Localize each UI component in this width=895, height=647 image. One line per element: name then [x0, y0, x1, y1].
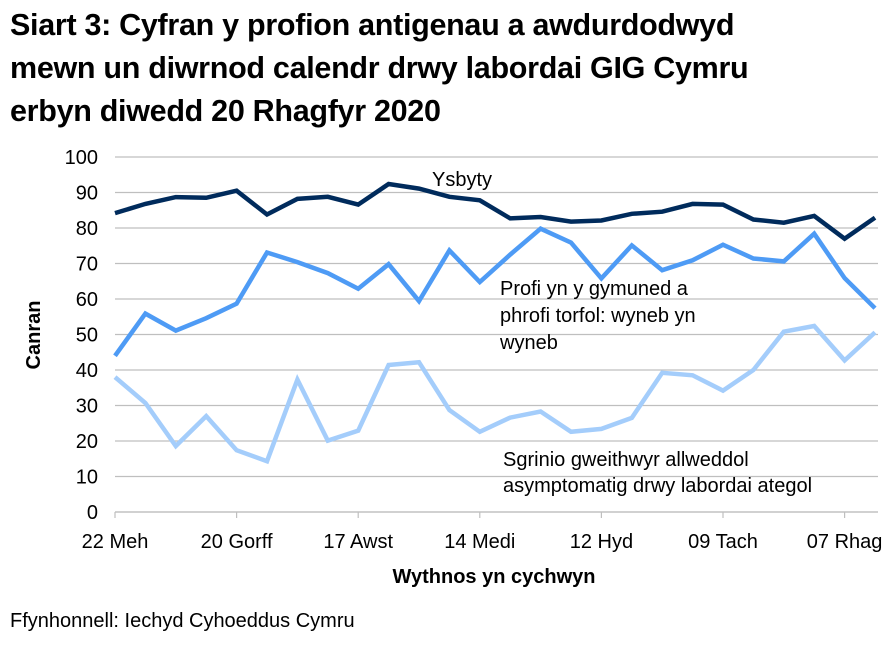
- y-tick-label: 90: [76, 183, 98, 205]
- y-axis-ticks: 0 10 20 30 40 50 60 70 80 90 100: [65, 147, 98, 524]
- y-tick-label: 100: [65, 147, 98, 169]
- series-label-community-line-2: phrofi torfol: wyneb yn: [500, 305, 696, 327]
- y-tick-label: 80: [76, 218, 98, 240]
- y-tick-label: 40: [76, 360, 98, 382]
- x-tick-label: 22 Meh: [82, 531, 149, 553]
- x-tick-label: 17 Awst: [323, 531, 393, 553]
- series-label-hospital-line-1: Ysbyty: [432, 169, 492, 191]
- x-tick-label: 20 Gorff: [201, 531, 273, 553]
- x-tick-label: 09 Tach: [688, 531, 758, 553]
- chart-title-line-1: Siart 3: Cyfran y profion antigenau a aw…: [10, 8, 735, 42]
- series-label-community-line-1: Profi yn y gymuned a: [500, 278, 689, 300]
- series-lines: [113, 181, 877, 465]
- y-tick-label: 10: [76, 467, 98, 489]
- y-tick-label: 60: [76, 289, 98, 311]
- y-tick-label: 20: [76, 431, 98, 453]
- series-label-keyworkers: Sgrinio gweithwyr allweddol asymptomatig…: [503, 449, 812, 497]
- x-axis-title: Wythnos yn cychwyn: [392, 566, 595, 588]
- y-axis-title: Canran: [23, 301, 45, 370]
- chart-title-line-2: mewn un diwrnod calendr drwy labordai GI…: [10, 51, 749, 85]
- x-axis: 22 Meh 20 Gorff 17 Awst 14 Medi 12 Hyd 09 Tac…: [82, 511, 883, 553]
- source-note: Ffynhonnell: Iechyd Cyhoeddus Cymru: [10, 610, 355, 632]
- series-line-community: [113, 226, 877, 358]
- series-line-keyworkers: [113, 323, 877, 465]
- y-tick-label: 50: [76, 325, 98, 347]
- y-tick-label: 30: [76, 396, 98, 418]
- series-line-hospital: [114, 181, 877, 242]
- y-tick-label: 70: [76, 254, 98, 276]
- y-tick-label: 0: [87, 502, 98, 524]
- chart-title: Siart 3: Cyfran y profion antigenau a aw…: [10, 4, 890, 133]
- x-tick-label: 14 Medi: [444, 531, 515, 553]
- series-label-keyworkers-line-2: asymptomatig drwy labordai ategol: [503, 475, 812, 497]
- chart-title-line-3: erbyn diwedd 20 Rhagfyr 2020: [10, 94, 441, 128]
- series-label-hospital: Ysbyty: [432, 169, 492, 191]
- series-label-community-line-3: wyneb: [499, 332, 558, 354]
- series-label-community: Profi yn y gymuned a phrofi torfol: wyne…: [499, 278, 701, 354]
- x-tick-label: 12 Hyd: [570, 531, 633, 553]
- series-label-keyworkers-line-1: Sgrinio gweithwyr allweddol: [503, 449, 749, 471]
- x-tick-label: 07 Rhag: [807, 531, 883, 553]
